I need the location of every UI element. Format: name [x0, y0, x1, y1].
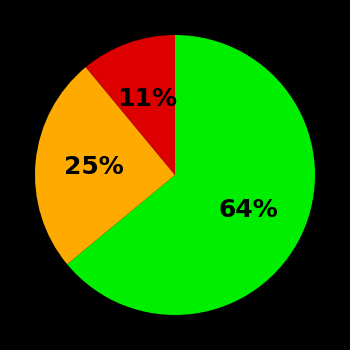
- Wedge shape: [86, 35, 175, 175]
- Text: 25%: 25%: [64, 155, 124, 179]
- Text: 64%: 64%: [219, 197, 278, 222]
- Wedge shape: [35, 67, 175, 264]
- Text: 11%: 11%: [118, 86, 177, 111]
- Wedge shape: [67, 35, 315, 315]
